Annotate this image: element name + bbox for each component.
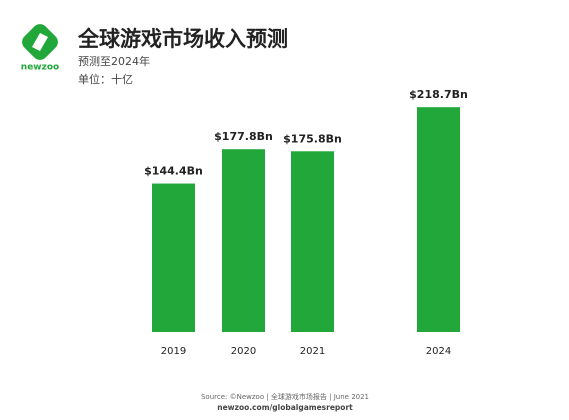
value-label: $144.4Bn [144,165,203,178]
value-label: $218.7Bn [409,88,468,101]
chart-subtitle: 预测至2024年 [78,54,150,68]
value-label: $177.8Bn [214,130,273,143]
logo-glyph [32,33,48,51]
source-note: Source: ©Newzoo | 全球游戏市场报告 | June 2021 [201,392,369,401]
logo: newzoo [21,24,59,73]
source-url: newzoo.com/globalgamesreport [217,403,353,412]
unit-note: 单位：十亿 [78,72,133,86]
value-label: $175.8Bn [283,132,342,145]
bar [222,149,265,332]
bar [417,107,460,333]
x-tick-label: 2024 [426,346,451,357]
x-tick-label: 2019 [161,346,186,357]
bar [291,151,334,332]
logo-text: newzoo [21,63,59,73]
x-tick-label: 2020 [231,346,256,357]
bar [152,183,195,332]
chart-title: 全球游戏市场收入预测 [77,27,288,51]
x-tick-label: 2021 [300,346,325,357]
